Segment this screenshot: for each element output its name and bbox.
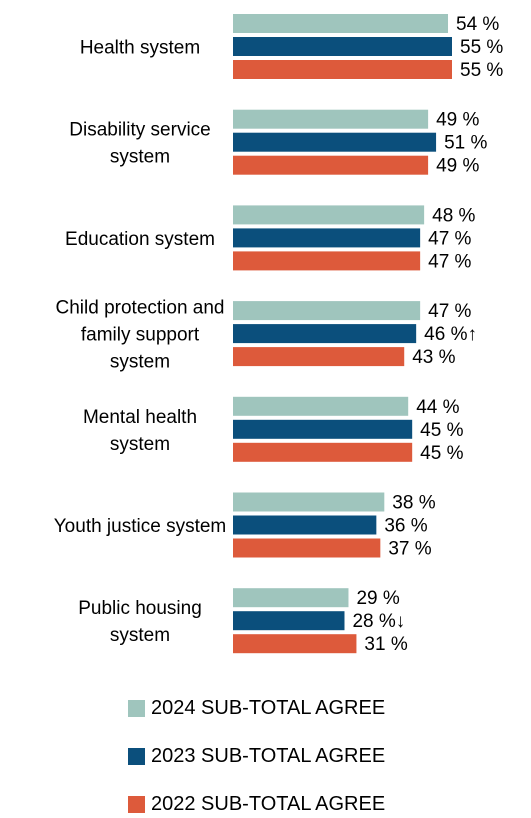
bar-mental-health-system-2022 (233, 442, 413, 462)
bar-public-housing-system-2022 (233, 634, 357, 654)
bar-youth-justice-system-2024 (233, 492, 385, 512)
category-label-line: Mental health (83, 407, 197, 428)
value-label-public-housing-system-2023: 28 %↓ (352, 611, 405, 632)
value-label-mental-health-system-2023: 45 % (420, 420, 463, 441)
bar-public-housing-system-2024 (233, 588, 349, 608)
value-label-health-system-2024: 54 % (456, 14, 499, 35)
category-label-disability-service-system: Disability service system (69, 120, 210, 168)
bar-youth-justice-system-2022 (233, 538, 381, 558)
bar-mental-health-system-2023 (233, 419, 413, 439)
value-label-child-protection-and-family-support-system-2024: 47 % (428, 301, 471, 322)
category-label-line: Education system (65, 229, 215, 250)
category-label-line: Health system (80, 38, 200, 59)
bar-education-system-2023 (233, 228, 421, 248)
category-label-line: system (110, 352, 170, 373)
bar-mental-health-system-2024 (233, 396, 409, 416)
bar-public-housing-system-2023 (233, 611, 345, 631)
bar-child-protection-and-family-support-system-2023 (233, 324, 417, 344)
category-label-line: system (110, 625, 170, 646)
value-label-disability-service-system-2022: 49 % (436, 156, 479, 177)
bar-health-system-2022 (233, 60, 452, 79)
bar-disability-service-system-2022 (233, 155, 429, 175)
value-labels: 54 %55 %55 %49 %51 %49 %48 %47 %47 %47 %… (352, 14, 503, 655)
category-label-health-system: Health system (80, 38, 200, 59)
bar-child-protection-and-family-support-system-2022 (233, 347, 405, 367)
value-label-public-housing-system-2024: 29 % (356, 588, 399, 609)
category-label-line: Public housing (78, 598, 202, 619)
value-label-health-system-2023: 55 % (460, 37, 503, 58)
value-label-disability-service-system-2023: 51 % (444, 133, 487, 154)
bar-health-system-2023 (233, 37, 452, 56)
bar-disability-service-system-2023 (233, 132, 437, 152)
category-label-youth-justice-system: Youth justice system (54, 516, 227, 537)
category-label-mental-health-system: Mental health system (83, 407, 197, 455)
value-label-education-system-2023: 47 % (428, 228, 471, 249)
bar-education-system-2024 (233, 205, 425, 225)
value-label-mental-health-system-2022: 45 % (420, 443, 463, 464)
category-label-public-housing-system: Public housing system (78, 598, 202, 646)
value-label-youth-justice-system-2023: 36 % (384, 516, 427, 537)
bars (233, 14, 452, 654)
category-label-line: system (110, 434, 170, 455)
value-label-health-system-2022: 55 % (460, 60, 503, 81)
value-label-public-housing-system-2022: 31 % (364, 634, 407, 655)
value-label-education-system-2022: 47 % (428, 251, 471, 272)
category-label-line: system (110, 147, 170, 168)
value-label-education-system-2024: 48 % (432, 205, 475, 226)
category-label-line: family support (81, 325, 200, 346)
bar-youth-justice-system-2023 (233, 515, 377, 535)
value-label-youth-justice-system-2022: 37 % (388, 539, 431, 560)
category-label-education-system: Education system (65, 229, 215, 250)
bar-education-system-2022 (233, 251, 421, 271)
value-label-youth-justice-system-2024: 38 % (392, 493, 435, 514)
category-label-line: Youth justice system (54, 516, 227, 537)
bar-child-protection-and-family-support-system-2024 (233, 301, 421, 321)
category-label-line: Child protection and (56, 298, 225, 319)
category-label-line: Disability service (69, 120, 210, 141)
category-label-child-protection-and-family-support-system: Child protection and family support system (56, 298, 225, 373)
value-label-child-protection-and-family-support-system-2022: 43 % (412, 347, 455, 368)
value-label-disability-service-system-2024: 49 % (436, 110, 479, 131)
bar-disability-service-system-2024 (233, 109, 429, 129)
value-label-child-protection-and-family-support-system-2023: 46 %↑ (424, 324, 477, 345)
category-labels: Health system Disability service system Edu… (54, 38, 227, 647)
bar-health-system-2024 (233, 14, 449, 33)
value-label-mental-health-system-2024: 44 % (416, 397, 459, 418)
